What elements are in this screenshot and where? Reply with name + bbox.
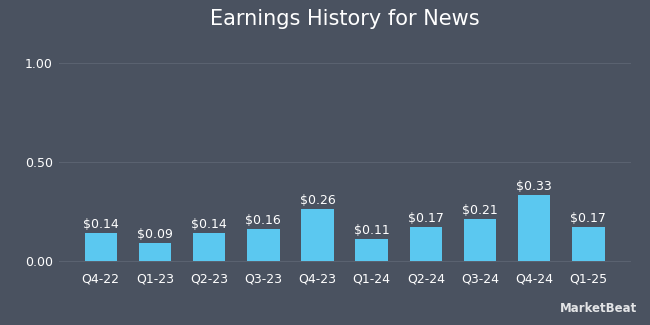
Bar: [518, 195, 551, 261]
Text: $0.26: $0.26: [300, 194, 335, 207]
Bar: [572, 227, 604, 261]
Bar: [193, 233, 226, 261]
Bar: [301, 209, 333, 261]
Text: $0.21: $0.21: [462, 204, 498, 217]
Text: MarketBeat: MarketBeat: [560, 302, 637, 315]
Bar: [138, 243, 171, 261]
Text: $0.09: $0.09: [137, 228, 173, 241]
Title: Earnings History for News: Earnings History for News: [210, 9, 479, 29]
Text: $0.11: $0.11: [354, 224, 389, 237]
Text: $0.17: $0.17: [408, 212, 444, 225]
Bar: [356, 239, 388, 261]
Bar: [410, 227, 442, 261]
Text: $0.14: $0.14: [191, 218, 227, 231]
Text: $0.14: $0.14: [83, 218, 118, 231]
Text: $0.33: $0.33: [516, 180, 552, 193]
Bar: [84, 233, 117, 261]
Text: $0.17: $0.17: [570, 212, 606, 225]
Text: $0.16: $0.16: [246, 214, 281, 227]
Bar: [247, 229, 280, 261]
Bar: [463, 219, 496, 261]
